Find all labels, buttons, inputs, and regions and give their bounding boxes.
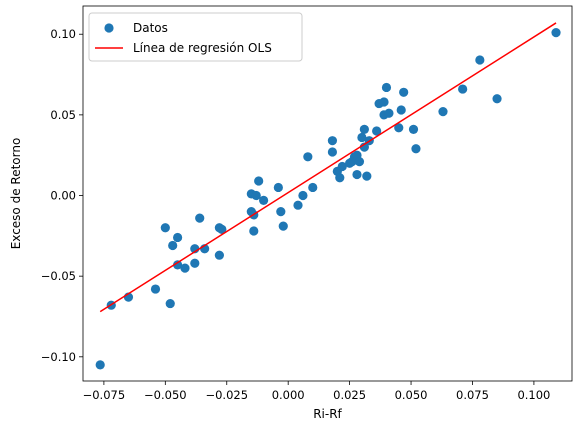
scatter-point xyxy=(438,107,448,117)
x-axis: −0.075 −0.050 −0.025 0.000 0.025 0.050 0.075 0.… xyxy=(83,381,550,402)
scatter-point xyxy=(384,108,394,118)
legend-box xyxy=(88,12,303,62)
legend-marker-datos xyxy=(104,23,114,33)
x-tick-label: 0.050 xyxy=(395,388,428,402)
legend-label-ols: Línea de regresión OLS xyxy=(133,41,272,55)
scatter-point xyxy=(354,157,365,167)
x-tick-label: −0.050 xyxy=(144,388,187,402)
y-tick-label: 0.00 xyxy=(50,189,76,203)
scatter-point xyxy=(165,298,175,309)
x-tick-label: 0.100 xyxy=(517,388,550,402)
x-tick-label: −0.025 xyxy=(205,388,248,402)
legend: Datos Línea de regresión OLS xyxy=(88,12,303,62)
plot-frame xyxy=(82,5,573,382)
x-tick-label: 0.075 xyxy=(456,388,489,402)
scatter-point xyxy=(551,28,561,38)
y-axis-title: Exceso de Retorno xyxy=(9,138,23,250)
scatter-point xyxy=(394,123,404,133)
scatter-point xyxy=(408,124,419,134)
scatter-point xyxy=(357,132,367,143)
scatter-point xyxy=(379,97,389,107)
scatter-point xyxy=(217,224,227,234)
scatter-point xyxy=(335,173,345,183)
scatter-point xyxy=(168,240,178,251)
scatter-point xyxy=(303,152,313,162)
x-axis-title: Ri-Rf xyxy=(313,407,342,421)
legend-label-datos: Datos xyxy=(133,21,168,35)
scatter-point xyxy=(278,221,288,231)
scatter-point xyxy=(254,176,264,186)
scatter-point xyxy=(359,142,369,152)
y-tick-label: 0.10 xyxy=(50,27,76,41)
scatter-point xyxy=(381,82,392,93)
regression-line xyxy=(99,22,557,313)
scatter-point xyxy=(492,94,502,104)
scatter-point xyxy=(359,124,369,134)
scatter-point xyxy=(214,250,224,260)
scatter-point xyxy=(399,87,409,97)
scatter-point xyxy=(293,200,303,210)
scatter-point xyxy=(327,136,338,146)
scatter-point xyxy=(249,226,259,236)
scatter-point xyxy=(173,260,183,270)
y-axis: −0.10 −0.05 0.00 0.05 0.10 xyxy=(41,27,83,364)
x-tick-label: 0.000 xyxy=(272,388,305,402)
scatter-point xyxy=(259,195,269,205)
scatter-point xyxy=(150,284,161,294)
scatter-point xyxy=(298,190,308,201)
scatter-point xyxy=(160,223,170,233)
scatter-point xyxy=(362,171,372,181)
scatter-point xyxy=(308,182,318,193)
y-tick-label: −0.05 xyxy=(41,269,76,283)
scatter-point xyxy=(195,213,205,223)
scatter-point xyxy=(458,84,468,94)
x-tick-label: −0.075 xyxy=(83,388,126,402)
scatter-point xyxy=(396,105,406,115)
x-tick-label: 0.025 xyxy=(333,388,366,402)
scatter-point xyxy=(411,144,421,154)
scatter-point xyxy=(180,263,190,273)
scatter-point xyxy=(327,147,338,157)
scatter-point xyxy=(352,169,362,180)
scatter-point xyxy=(190,258,200,268)
scatter-point xyxy=(173,232,183,243)
scatter-point xyxy=(337,161,347,172)
y-tick-label: −0.10 xyxy=(41,350,76,364)
scatter-point xyxy=(95,360,105,370)
scatter-point xyxy=(475,55,485,65)
scatter-point xyxy=(273,182,283,193)
data-layer xyxy=(95,22,561,370)
scatter-point xyxy=(372,126,382,136)
scatter-point xyxy=(251,190,261,201)
scatter-point xyxy=(276,207,286,217)
y-tick-label: 0.05 xyxy=(50,108,76,122)
